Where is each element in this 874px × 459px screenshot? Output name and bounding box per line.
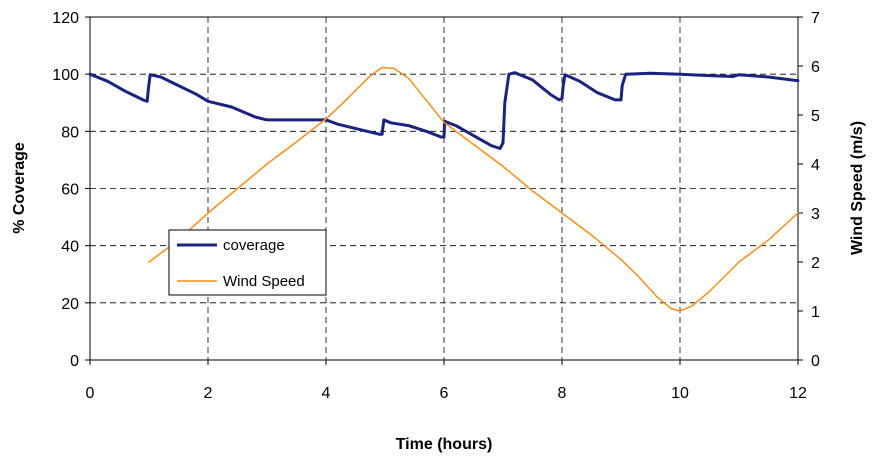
series-layer bbox=[88, 66, 800, 312]
x-tick-label: 8 bbox=[558, 385, 567, 402]
x-tick-label: 0 bbox=[86, 385, 95, 402]
x-tick-label: 4 bbox=[322, 385, 331, 402]
legend: coverage Wind Speed bbox=[168, 229, 327, 296]
x-tick-label: 2 bbox=[204, 385, 213, 402]
y-left-tick-label: 0 bbox=[70, 353, 79, 370]
y-left-tick-label: 60 bbox=[61, 182, 79, 199]
y-right-tick-label: 7 bbox=[811, 10, 820, 27]
legend-label-coverage: coverage bbox=[223, 237, 285, 254]
y-right-tick-label: 2 bbox=[811, 255, 820, 272]
y-axis-left-title: % Coverage bbox=[11, 142, 28, 234]
legend-label-wind-speed: Wind Speed bbox=[223, 273, 305, 290]
x-tick-label: 12 bbox=[789, 385, 807, 402]
series-line-coverage bbox=[88, 71, 800, 150]
y-left-tick-label: 40 bbox=[61, 239, 79, 256]
y-right-tick-label: 3 bbox=[811, 206, 820, 223]
y-right-tick-label: 4 bbox=[811, 157, 820, 174]
x-tick-label: 10 bbox=[671, 385, 689, 402]
y-left-tick-label: 80 bbox=[61, 124, 79, 141]
y-right-tick-label: 6 bbox=[811, 59, 820, 76]
y-left-tick-label: 100 bbox=[52, 67, 79, 84]
y-left-tick-label: 20 bbox=[61, 296, 79, 313]
y-left-tick-label: 120 bbox=[52, 10, 79, 27]
legend-box bbox=[168, 229, 327, 296]
x-tick-label: 6 bbox=[440, 385, 449, 402]
x-axis-title: Time (hours) bbox=[396, 436, 493, 453]
y-axis-right-title: Wind Speed (m/s) bbox=[849, 121, 866, 255]
y-right-tick-label: 5 bbox=[811, 108, 820, 125]
series-line-wind-speed bbox=[148, 66, 799, 312]
y-right-tick-label: 0 bbox=[811, 353, 820, 370]
y-right-tick-label: 1 bbox=[811, 304, 820, 321]
